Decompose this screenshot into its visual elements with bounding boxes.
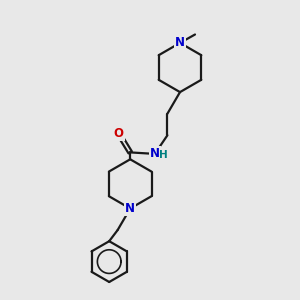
- Text: N: N: [125, 202, 135, 215]
- Text: O: O: [114, 127, 124, 140]
- Text: N: N: [150, 147, 160, 161]
- Text: N: N: [175, 36, 185, 50]
- Text: H: H: [159, 150, 168, 161]
